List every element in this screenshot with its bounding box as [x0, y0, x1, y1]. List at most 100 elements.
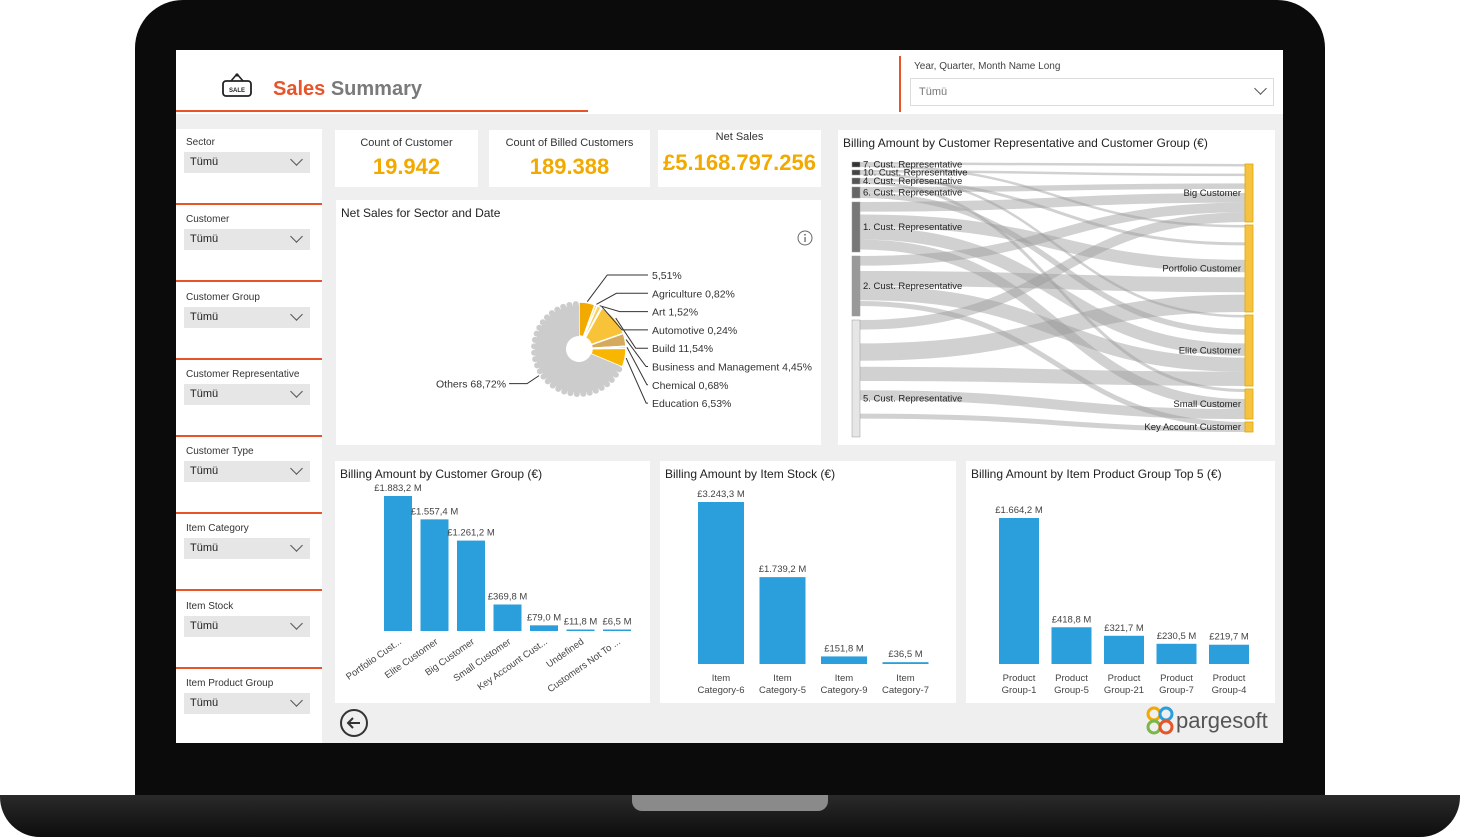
item-stock-dropdown[interactable]: Tümü	[184, 616, 310, 637]
back-button[interactable]	[340, 709, 368, 737]
slicer-panel: Sector Tümü Customer Tümü Customer Group…	[176, 129, 322, 743]
slicer-label: Item Stock	[186, 601, 234, 612]
bar-product-group-21	[1104, 635, 1144, 664]
bar-category-label: Product Group-4	[1212, 673, 1247, 696]
kpi-label: Count of Billed Customers	[505, 137, 634, 149]
sankey-source-node	[851, 201, 861, 253]
bar-item-category-7	[882, 662, 929, 664]
sankey-link	[859, 271, 1246, 293]
laptop-notch	[632, 795, 828, 811]
slicer-divider	[176, 358, 322, 360]
bar-value-label: £321,7 M	[1104, 623, 1144, 634]
product-group-bar-chart[interactable]: £1.664,2 M Product Group-1 £418,8 M Product G…	[966, 461, 1275, 703]
pie-label: Chemical 0,68%	[652, 380, 728, 392]
item-stock-bar-chart[interactable]: £3.243,3 M Item Category-6 £1.739,2 M Item Ca…	[660, 461, 956, 703]
pie-slice-edge	[572, 301, 579, 308]
brand-logo: pargesoft	[1146, 706, 1281, 736]
pie-leader-line	[626, 347, 648, 386]
sankey-source-label: 4. Cust. Representative	[863, 176, 962, 187]
pie-slice-edge	[536, 324, 543, 331]
sankey-link	[859, 162, 1246, 167]
customer-group-dropdown[interactable]: Tümü	[184, 307, 310, 328]
slicer-customer-type: Customer Type Tümü	[176, 438, 322, 515]
bar-value-label: £3.243,3 M	[697, 489, 745, 500]
chevron-down-icon	[290, 539, 303, 552]
page-title-part1: Sales	[273, 78, 326, 100]
sankey-target-label: Elite Customer	[1179, 346, 1241, 357]
customer-type-dropdown[interactable]: Tümü	[184, 461, 310, 482]
sankey-target-label: Key Account Customer	[1144, 422, 1241, 433]
customer-representative-dropdown[interactable]: Tümü	[184, 384, 310, 405]
bar-key-account-cust-	[530, 625, 558, 631]
pie-leader-line	[599, 305, 648, 313]
slicer-item-category: Item Category Tümü	[176, 515, 322, 592]
kpi-value: 19.942	[372, 154, 441, 179]
slicer-label: Customer Type	[186, 446, 254, 457]
slicer-value: Tümü	[190, 233, 219, 245]
kpi-label: Net Sales	[715, 131, 764, 143]
customer-dropdown[interactable]: Tümü	[184, 229, 310, 250]
product-group-bar-card: Billing Amount by Item Product Group Top…	[966, 461, 1275, 703]
bar-elite-customer	[420, 519, 449, 631]
bar-value-label: £1.739,2 M	[759, 564, 807, 575]
sector-pie-card: Net Sales for Sector and Date Others 68,…	[336, 200, 821, 445]
pie-leader-line	[586, 274, 648, 303]
sector-pie-chart[interactable]: Others 68,72% 5,51% Agriculture 0,82% Art 1…	[336, 200, 821, 445]
sankey-source-label: 10. Cust. Representative	[863, 168, 968, 179]
slicer-label: Customer	[186, 214, 230, 225]
sale-tag-icon: SALE	[222, 73, 252, 97]
sankey-card: Billing Amount by Customer Representativ…	[838, 130, 1275, 445]
header-underline	[176, 110, 588, 112]
slicer-value: Tümü	[190, 311, 219, 323]
kpi-count-of-billed-customers: Count of Billed Customers 189.388	[489, 130, 650, 187]
sankey-link	[859, 202, 1246, 266]
slicer-label: Sector	[186, 137, 215, 148]
sector-dropdown[interactable]: Tümü	[184, 152, 310, 173]
slicer-customer: Customer Tümü	[176, 206, 322, 283]
brand-name: pargesoft	[1176, 708, 1268, 733]
pie-slice-edge	[540, 373, 547, 380]
sankey-link	[859, 390, 1246, 419]
pie-slice-edge	[533, 330, 540, 337]
bar-value-label: £418,8 M	[1052, 614, 1092, 625]
pie-slice-edge	[566, 302, 573, 309]
item-product-group-dropdown[interactable]: Tümü	[184, 693, 310, 714]
info-icon[interactable]	[797, 230, 813, 246]
sankey-link	[859, 192, 1246, 335]
bar-product-group-7	[1156, 643, 1197, 664]
slicer-value: Tümü	[190, 697, 219, 709]
slicer-label: Customer Group	[186, 292, 260, 303]
slicer-label: Customer Representative	[186, 369, 300, 380]
pie-slice-edge	[548, 310, 555, 317]
bar-item-category-9	[821, 656, 867, 664]
item-category-dropdown[interactable]: Tümü	[184, 538, 310, 559]
pie-slice-edge	[543, 314, 550, 321]
chevron-down-icon	[290, 153, 303, 166]
page-title-part2: Summary	[330, 78, 422, 100]
bar-value-label: £79,0 M	[527, 612, 561, 623]
bar-value-label: £219,7 M	[1209, 632, 1249, 643]
slicer-sector: Sector Tümü	[176, 129, 322, 206]
bar-category-label: Item Category-5	[759, 673, 806, 696]
bar-category-label: Item Category-6	[698, 673, 745, 696]
slicer-value: Tümü	[190, 388, 219, 400]
sankey-link	[859, 212, 1246, 330]
visual-title: Billing Amount by Item Stock (€)	[665, 467, 836, 481]
pie-leader-line	[509, 375, 540, 385]
sankey-source-label: 7. Cust. Representative	[863, 160, 962, 171]
date-filter-dropdown[interactable]: Tümü	[910, 78, 1274, 106]
chevron-down-icon	[290, 230, 303, 243]
slicer-divider	[176, 512, 322, 514]
kpi-label: Count of Customer	[360, 137, 453, 149]
pie-slice-edge	[534, 362, 541, 369]
bar-category-label: Product Group-1	[1002, 673, 1037, 696]
dashboard-screen: SALE Sales Summary Year, Quarter, Month …	[176, 50, 1283, 743]
sankey-link	[859, 192, 1246, 212]
slicer-customer-representative: Customer Representative Tümü	[176, 361, 322, 438]
bar-small-customer	[493, 604, 522, 631]
kpi-value: 189.388	[529, 154, 610, 179]
bar-customers-not-to-	[603, 629, 631, 631]
pie-leader-line	[596, 292, 648, 305]
